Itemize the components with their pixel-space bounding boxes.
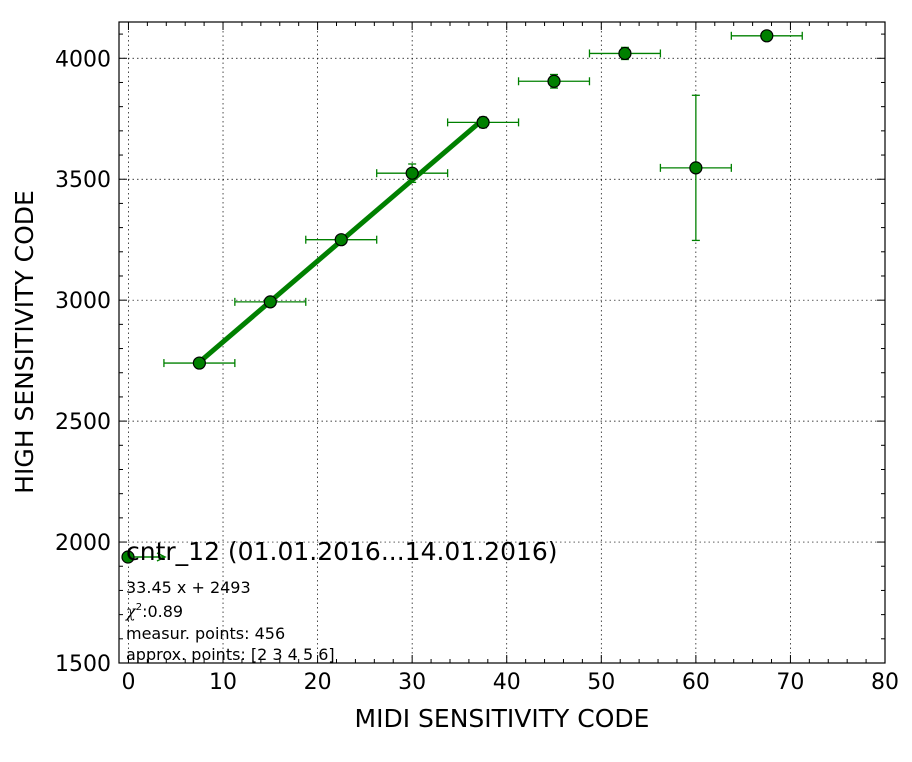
data-point	[476, 115, 490, 129]
data-point	[760, 29, 774, 43]
y-tick-label: 3000	[55, 289, 111, 314]
x-tick-label: 0	[121, 670, 135, 695]
x-tick-label: 80	[871, 670, 899, 695]
legend-marker	[121, 550, 135, 564]
grid	[119, 22, 885, 663]
x-tick-label: 10	[209, 670, 237, 695]
x-axis-title: MIDI SENSITIVITY CODE	[355, 704, 650, 733]
chi-value: :0.89	[142, 602, 183, 621]
plot-frame	[118, 21, 886, 664]
legend-arrow	[156, 552, 167, 562]
y-tick-label: 1500	[55, 652, 111, 677]
legend-measur-points: measur. points: 456	[126, 624, 285, 643]
data-point	[618, 46, 632, 61]
data-point	[192, 356, 206, 370]
legend-approx-points: approx. points: [2 3 4 5 6]	[126, 645, 335, 664]
tick-labels: 0 10 20 30 40 50 60 70 80 1500 2000 2500 3000 3500 400…	[55, 47, 899, 695]
chi-symbol: χ	[125, 602, 137, 621]
y-tick-label: 2000	[55, 531, 111, 556]
error-bars	[163, 31, 803, 368]
data-point	[547, 74, 561, 88]
x-tick-label: 40	[493, 670, 521, 695]
y-tick-label: 3500	[55, 168, 111, 193]
y-tick-label: 2500	[55, 410, 111, 435]
data-point	[334, 233, 348, 247]
x-tick-label: 20	[304, 670, 332, 695]
x-tick-label: 60	[682, 670, 710, 695]
data-point	[689, 161, 703, 175]
axis-ticks	[119, 22, 886, 664]
legend-title: cntr_12 (01.01.2016...14.01.2016)	[126, 537, 558, 566]
x-tick-label: 70	[776, 670, 804, 695]
data-points	[192, 29, 774, 370]
y-axis-title: HIGH SENSITIVITY CODE	[10, 190, 39, 494]
legend-chi-square: χ2:0.89	[125, 602, 183, 621]
data-point	[405, 166, 419, 180]
legend: cntr_12 (01.01.2016...14.01.2016) 33.45 …	[121, 537, 558, 664]
y-tick-label: 4000	[55, 47, 111, 72]
legend-fit-equation: 33.45 x + 2493	[126, 578, 251, 597]
x-tick-label: 30	[398, 670, 426, 695]
x-tick-label: 50	[587, 670, 615, 695]
data-point	[263, 295, 277, 309]
chi-superscript: 2	[136, 602, 142, 613]
